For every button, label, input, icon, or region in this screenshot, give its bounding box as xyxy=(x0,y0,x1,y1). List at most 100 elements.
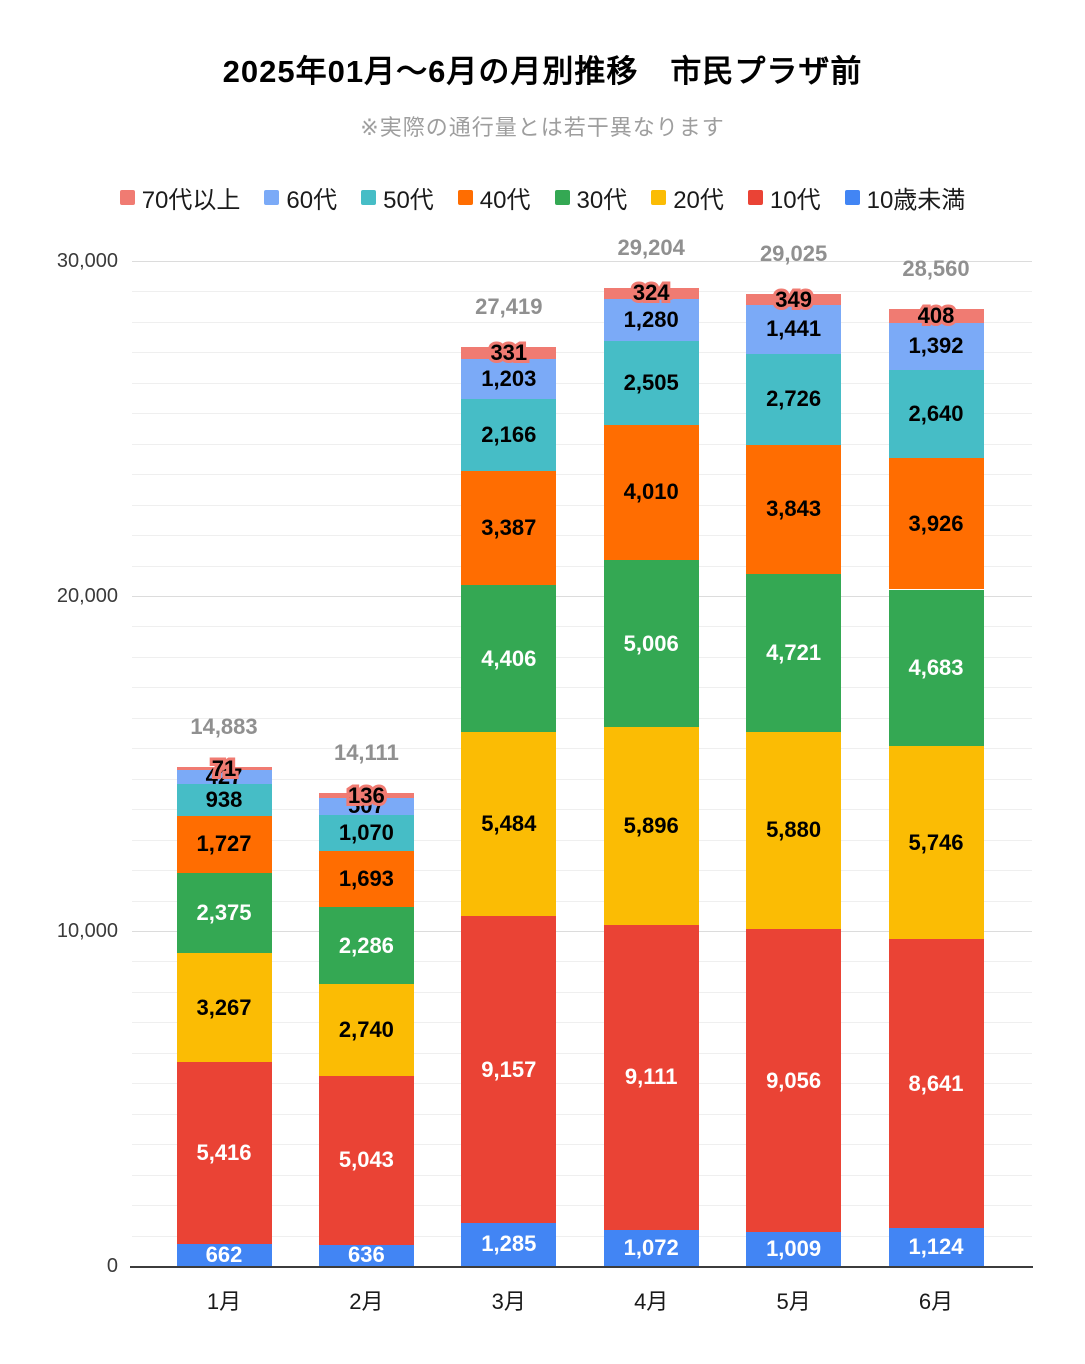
legend-swatch-icon xyxy=(651,190,667,205)
x-axis-label: 2月 xyxy=(349,1289,384,1314)
legend-label: 60代 xyxy=(286,187,338,214)
minor-gridline xyxy=(132,352,1032,354)
minor-gridline xyxy=(132,1022,1032,1024)
minor-gridline xyxy=(132,443,1032,445)
legend-swatch-icon xyxy=(554,190,570,205)
minor-gridline xyxy=(132,504,1032,506)
legend-item: 40代 xyxy=(457,180,531,215)
total-value-label: 27,419 xyxy=(475,294,543,320)
bar-segment-70代以上 xyxy=(888,309,984,323)
bar-segment-10代 xyxy=(318,1075,414,1245)
legend-item: 10歳未満 xyxy=(844,180,966,215)
bar-segment-20代 xyxy=(746,731,842,929)
legend-label: 20代 xyxy=(673,187,724,214)
major-gridline xyxy=(132,261,1032,262)
bar-segment-70代以上 xyxy=(746,293,842,306)
bar-segment-30代 xyxy=(461,584,557,733)
bar-segment-50代 xyxy=(603,341,699,426)
bar-segment-20代 xyxy=(318,983,414,1076)
bar-segment-10歳未満 xyxy=(461,1222,557,1266)
minor-gridline xyxy=(132,474,1032,476)
x-axis-baseline xyxy=(130,1266,1033,1268)
y-axis-label: 10,000 xyxy=(56,920,118,942)
minor-gridline xyxy=(132,382,1032,384)
legend-item: 70代以上 xyxy=(119,180,240,215)
minor-gridline xyxy=(132,991,1032,993)
total-value-label: 14,883 xyxy=(190,714,258,740)
bar-segment-40代 xyxy=(746,444,842,574)
minor-gridline xyxy=(132,1174,1032,1176)
minor-gridline xyxy=(132,1144,1032,1146)
x-axis-label: 5月 xyxy=(776,1289,811,1314)
y-axis-label: 0 xyxy=(106,1255,118,1277)
legend-swatch-icon xyxy=(457,190,473,205)
minor-gridline xyxy=(132,687,1032,689)
legend-label: 50代 xyxy=(383,187,434,214)
minor-gridline xyxy=(132,900,1032,902)
major-gridline xyxy=(132,931,1032,932)
legend: 70代以上 60代 50代 40代 30代 20代 10代 10歳未満 xyxy=(0,180,1085,215)
minor-gridline xyxy=(132,1052,1032,1054)
legend-label: 10歳未満 xyxy=(866,187,966,214)
bar-segment-10代 xyxy=(176,1062,272,1244)
minor-gridline xyxy=(132,291,1032,293)
legend-label: 10代 xyxy=(769,187,821,214)
minor-gridline xyxy=(132,1113,1032,1115)
x-axis-label: 6月 xyxy=(918,1289,954,1314)
bar-segment-40代 xyxy=(176,815,272,874)
minor-gridline xyxy=(132,870,1032,872)
bar-segment-60代 xyxy=(746,305,842,354)
bar-segment-30代 xyxy=(176,873,272,953)
bar-segment-50代 xyxy=(461,398,557,472)
bar-segment-50代 xyxy=(746,353,842,445)
bar-segment-40代 xyxy=(461,471,557,585)
legend-swatch-icon xyxy=(361,190,377,205)
legend-item: 10代 xyxy=(747,180,821,215)
minor-gridline xyxy=(132,656,1032,658)
minor-gridline xyxy=(132,961,1032,963)
bar-segment-10歳未満 xyxy=(318,1244,414,1266)
legend-swatch-icon xyxy=(119,190,135,205)
bar-segment-10歳未満 xyxy=(176,1243,272,1266)
bar-segment-20代 xyxy=(461,732,557,917)
total-value-label: 14,111 xyxy=(333,740,399,766)
bar-segment-10代 xyxy=(746,928,842,1233)
legend-swatch-icon xyxy=(264,190,280,205)
minor-gridline xyxy=(132,748,1032,750)
bar-segment-50代 xyxy=(888,369,984,458)
bar-segment-60代 xyxy=(461,358,557,399)
legend-label: 40代 xyxy=(479,187,531,214)
minor-gridline xyxy=(132,413,1032,415)
y-axis-label: 30,000 xyxy=(56,250,118,272)
minor-gridline xyxy=(132,1235,1032,1237)
total-value-label: 29,025 xyxy=(759,240,828,266)
legend-label: 30代 xyxy=(576,187,628,214)
chart-subtitle: ※実際の通行量とは若干異なります xyxy=(360,115,725,140)
x-axis-label: 1月 xyxy=(206,1289,242,1314)
x-axis-label: 4月 xyxy=(634,1289,669,1314)
bar-segment-10代 xyxy=(603,924,699,1231)
bar-segment-40代 xyxy=(603,425,699,560)
legend-item: 30代 xyxy=(554,180,628,215)
minor-gridline xyxy=(132,565,1032,567)
minor-gridline xyxy=(132,626,1032,628)
bar-segment-10歳未満 xyxy=(888,1228,984,1266)
bar-segment-10歳未満 xyxy=(603,1230,699,1266)
minor-gridline xyxy=(132,778,1032,780)
minor-gridline xyxy=(132,535,1032,537)
bar-segment-20代 xyxy=(176,952,272,1063)
bar-segment-10代 xyxy=(461,916,557,1223)
bar-segment-20代 xyxy=(888,746,984,939)
total-value-label: 28,560 xyxy=(902,256,970,282)
minor-gridline xyxy=(132,839,1032,841)
bar-segment-60代 xyxy=(603,298,699,342)
bar-segment-40代 xyxy=(318,850,414,908)
bar-segment-30代 xyxy=(318,907,414,984)
chart-title: 2025年01月～6月の月別推移 市民プラザ前 xyxy=(222,54,863,89)
bar-segment-30代 xyxy=(746,573,842,732)
bar-segment-30代 xyxy=(888,589,984,747)
bar-segment-70代以上 xyxy=(603,287,699,299)
bar-segment-50代 xyxy=(318,814,414,851)
total-value-label: 29,204 xyxy=(617,234,685,260)
legend-item: 60代 xyxy=(264,180,337,215)
